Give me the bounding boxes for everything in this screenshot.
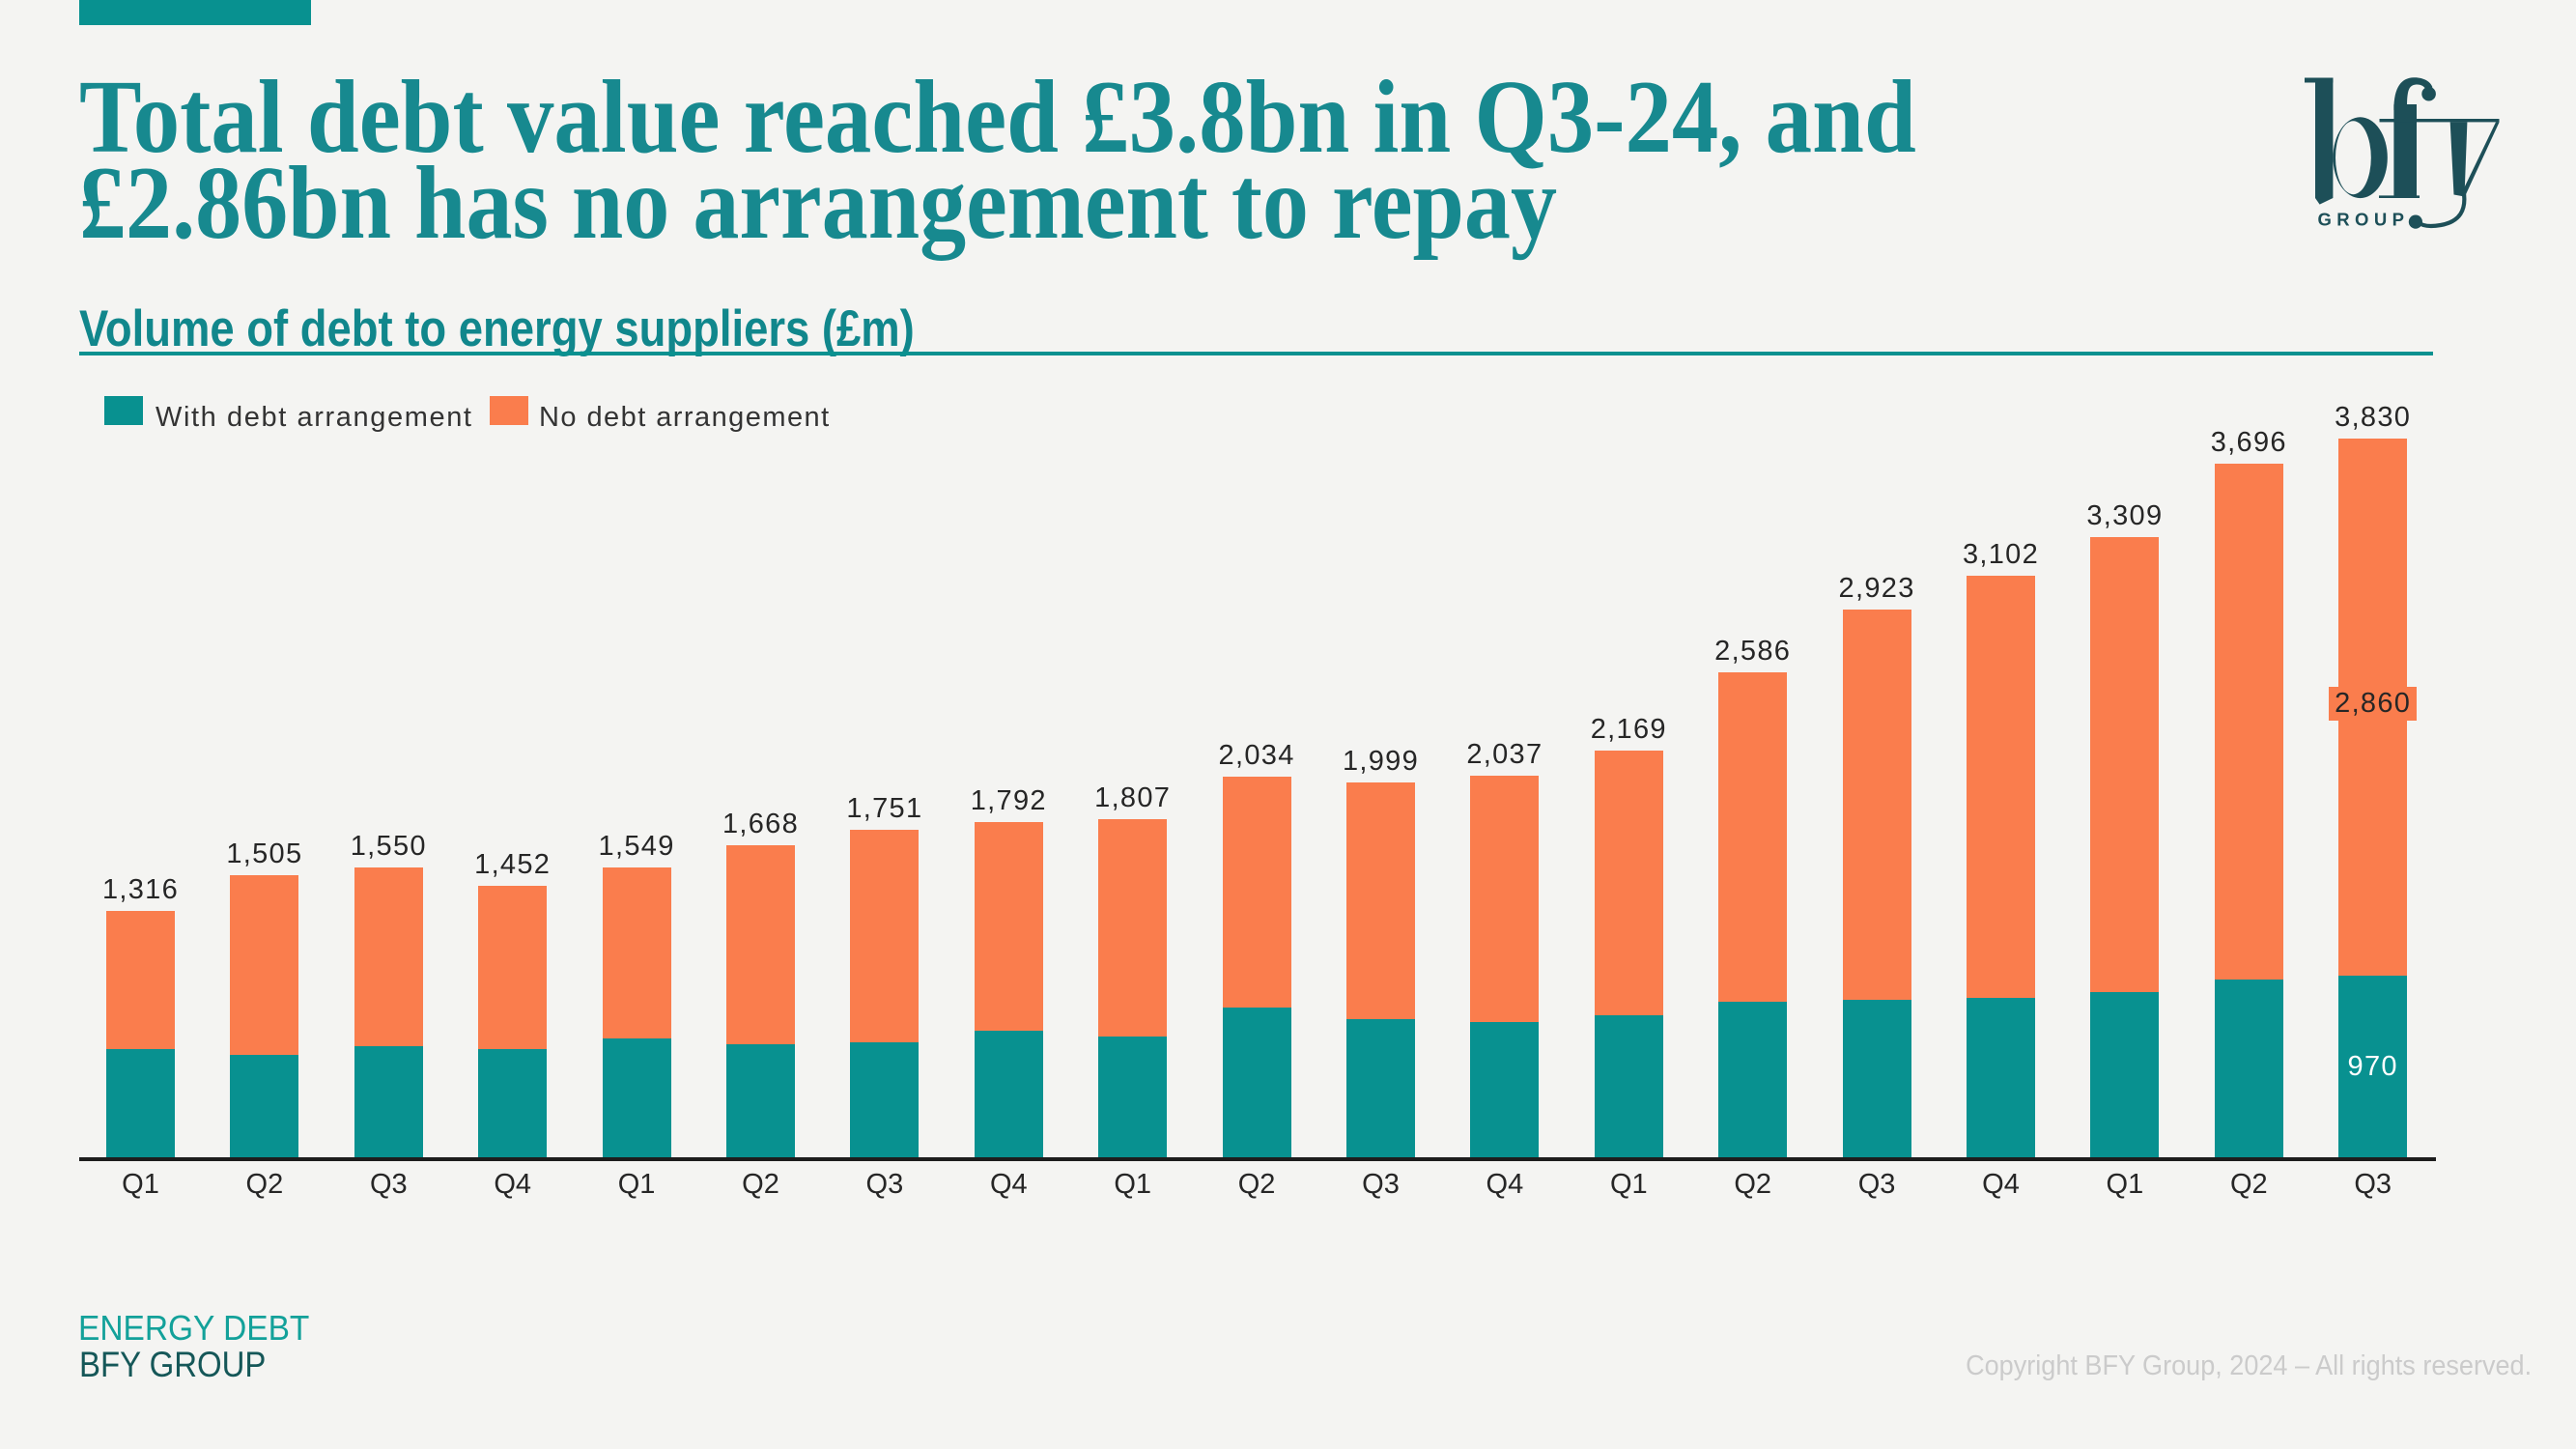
svg-text:GROUP: GROUP	[2318, 209, 2410, 229]
